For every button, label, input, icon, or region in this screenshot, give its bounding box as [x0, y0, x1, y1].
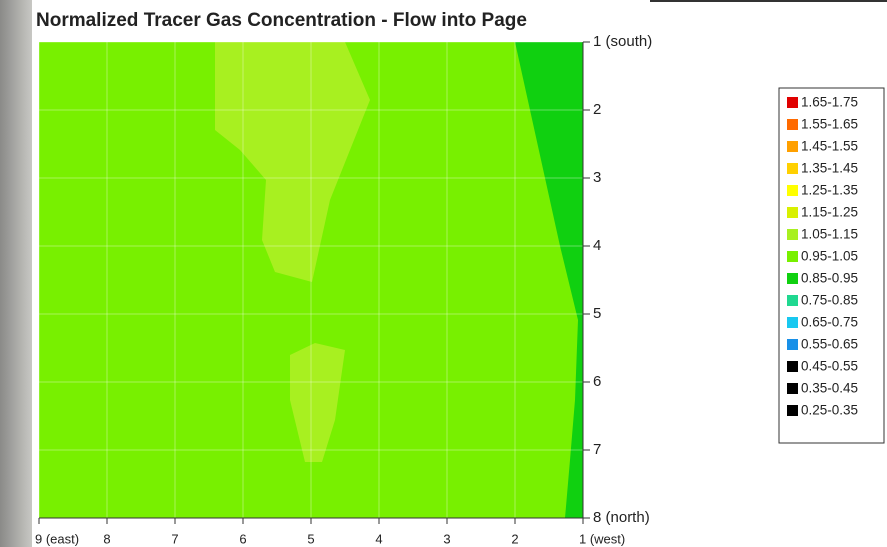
legend-swatch	[787, 229, 798, 240]
y-tick-label: 5	[593, 305, 601, 322]
photo-strip	[0, 0, 32, 547]
x-tick-label: 8	[103, 531, 110, 546]
legend-swatch	[787, 119, 798, 130]
legend-swatch	[787, 317, 798, 328]
legend-swatch	[787, 207, 798, 218]
legend-label: 0.85-0.95	[801, 271, 858, 286]
y-tick-label: 4	[593, 237, 601, 254]
y-tick-label: 7	[593, 441, 601, 458]
legend-label: 0.45-0.55	[801, 359, 858, 374]
y-tick-label: 2	[593, 101, 601, 118]
legend-swatch	[787, 273, 798, 284]
legend-label: 0.75-0.85	[801, 293, 858, 308]
legend-label: 0.65-0.75	[801, 315, 858, 330]
legend-swatch	[787, 185, 798, 196]
legend-swatch	[787, 251, 798, 262]
legend-label: 1.35-1.45	[801, 161, 858, 176]
legend-label: 1.15-1.25	[801, 205, 858, 220]
legend-swatch	[787, 339, 798, 350]
y-tick-label: 8 (north)	[593, 509, 650, 526]
x-tick-label: 1 (west)	[579, 531, 625, 546]
legend-swatch	[787, 97, 798, 108]
x-tick-label: 9 (east)	[35, 531, 79, 546]
legend-swatch	[787, 163, 798, 174]
x-tick-label: 5	[307, 531, 314, 546]
legend-label: 1.55-1.65	[801, 117, 858, 132]
legend-swatch	[787, 295, 798, 306]
legend-swatch	[787, 405, 798, 416]
chart-title: Normalized Tracer Gas Concentration - Fl…	[36, 10, 527, 31]
legend-swatch	[787, 141, 798, 152]
x-tick-label: 3	[443, 531, 450, 546]
legend-label: 0.25-0.35	[801, 403, 858, 418]
legend-swatch	[787, 361, 798, 372]
plot-area	[38, 41, 584, 519]
legend-label: 1.25-1.35	[801, 183, 858, 198]
x-tick-label: 4	[375, 531, 382, 546]
x-tick-label: 6	[239, 531, 246, 546]
legend-swatch	[787, 383, 798, 394]
legend-label: 0.95-1.05	[801, 249, 858, 264]
legend-label: 1.05-1.15	[801, 227, 858, 242]
legend-label: 1.65-1.75	[801, 95, 858, 110]
y-tick-label: 6	[593, 373, 601, 390]
region	[215, 42, 370, 282]
legend: 1.65-1.75 1.55-1.65 1.45-1.55 1.35-1.45 1.25…	[787, 95, 858, 418]
legend-label: 1.45-1.55	[801, 139, 858, 154]
region	[515, 42, 583, 518]
legend-label: 0.55-0.65	[801, 337, 858, 352]
legend-label: 0.35-0.45	[801, 381, 858, 396]
region	[290, 343, 345, 462]
x-tick-label: 7	[171, 531, 178, 546]
y-tick-label: 3	[593, 169, 601, 186]
y-tick-label: 1 (south)	[593, 33, 652, 50]
x-tick-label: 2	[511, 531, 518, 546]
